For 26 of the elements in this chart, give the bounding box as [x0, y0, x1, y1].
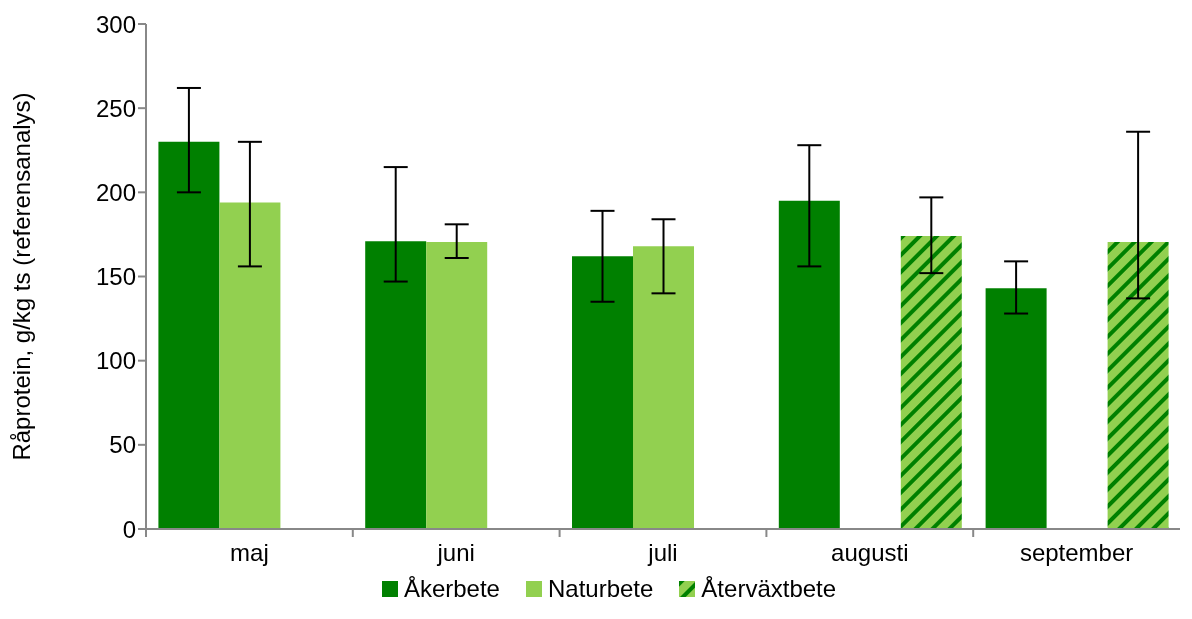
- bar: [426, 241, 488, 529]
- x-tick-label: augusti: [831, 539, 909, 566]
- y-tick-label: 300: [95, 10, 136, 38]
- y-axis-title: Råprotein, g/kg ts (referensanalys): [7, 92, 35, 461]
- x-tick-label: juni: [436, 539, 475, 566]
- bar: [900, 236, 962, 529]
- y-tick-label: 100: [95, 347, 136, 375]
- bar: [778, 200, 840, 529]
- bar: [633, 246, 695, 529]
- y-tick-label: 200: [95, 178, 136, 206]
- bar: [365, 241, 427, 529]
- bar: [219, 202, 281, 529]
- y-tick-label: 150: [95, 263, 136, 291]
- legend-label: Naturbete: [547, 575, 654, 603]
- bar: [158, 141, 220, 529]
- legend-label: Åkerbete: [403, 575, 500, 603]
- y-tick-label: 250: [95, 94, 136, 122]
- x-tick-label: juli: [647, 539, 678, 566]
- y-tick-label: 0: [122, 515, 136, 543]
- y-tick-label: 50: [109, 431, 136, 459]
- x-tick-label: maj: [230, 539, 269, 566]
- bar: [1107, 241, 1169, 529]
- legend-label: Återväxtbete: [701, 575, 837, 603]
- bar: [985, 288, 1047, 529]
- x-tick-label: september: [1019, 539, 1134, 566]
- bar: [572, 256, 634, 529]
